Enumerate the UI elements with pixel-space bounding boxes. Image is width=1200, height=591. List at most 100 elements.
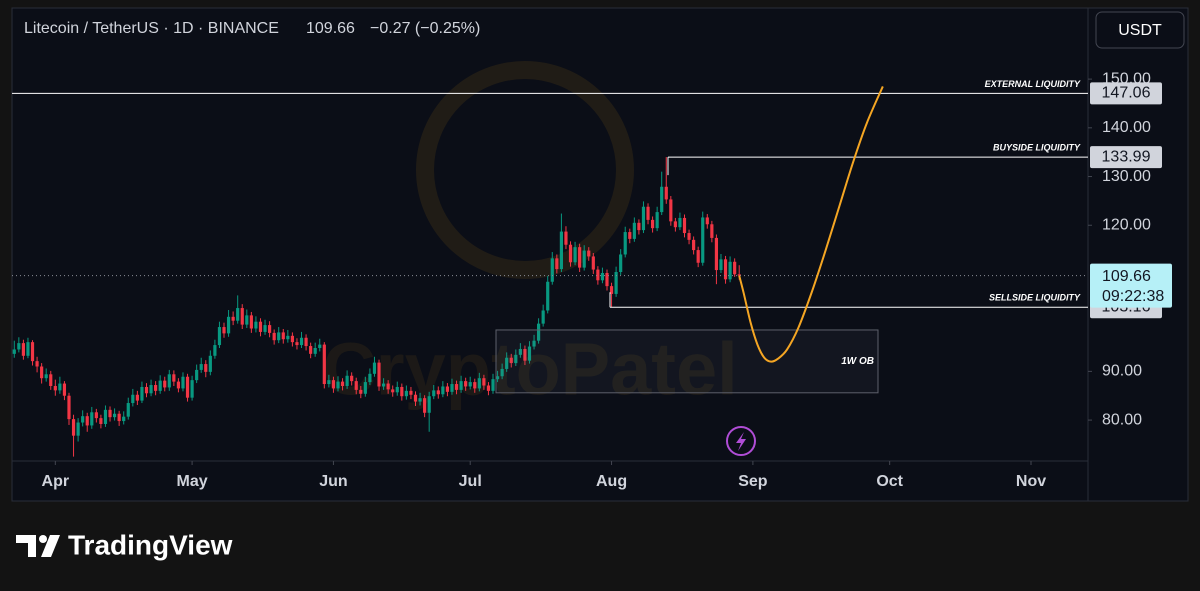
level-label: BUYSIDE LIQUIDITY [993, 142, 1081, 152]
candle-body [413, 394, 418, 402]
order-block [495, 329, 879, 394]
candle-body [482, 378, 486, 386]
candle-body [167, 374, 171, 388]
price-label: 147.06 [1102, 85, 1151, 102]
candle-body [272, 332, 276, 341]
candle-body [687, 233, 691, 240]
candle-body [509, 357, 513, 364]
candle-body [450, 384, 454, 392]
candle-body [664, 186, 668, 200]
candle-body [359, 389, 363, 394]
candle-body [555, 258, 559, 270]
candle-body [85, 416, 89, 426]
candle-body [728, 261, 732, 280]
candle-body [596, 269, 600, 281]
candle-body [523, 348, 527, 361]
current-price-box [1090, 263, 1172, 308]
watermark: CryptoPatel [322, 328, 737, 411]
candle-body [158, 380, 162, 391]
y-tick-label: 120.00 [1102, 216, 1151, 233]
candle-body [258, 321, 263, 332]
watermark-logo [416, 61, 634, 279]
event-icon[interactable] [726, 426, 756, 456]
candle-body [21, 343, 25, 356]
candle-body [112, 413, 117, 418]
candle-body [445, 386, 450, 392]
candle-body [568, 244, 573, 263]
candle-body [386, 383, 390, 390]
candle-body [204, 364, 208, 372]
candle-body [363, 382, 367, 394]
y-tick-label: 130.00 [1102, 168, 1151, 185]
logo-mark [16, 535, 36, 557]
x-tick-label: Oct [876, 473, 903, 490]
candle-body [491, 379, 495, 391]
candle-body [705, 217, 709, 225]
candle-body [655, 212, 659, 229]
candle-body [354, 381, 358, 390]
brand-name: TradingView [68, 529, 233, 560]
candle-body [628, 232, 632, 239]
candle-body [295, 342, 299, 346]
candle-body [404, 390, 408, 397]
candle-body [441, 386, 445, 395]
candle-body [263, 325, 267, 332]
candle-body [468, 382, 472, 387]
y-tick-label: 140.00 [1102, 119, 1151, 136]
candle-body [231, 316, 235, 321]
x-tick-label: Jul [459, 473, 482, 490]
candle-body [600, 272, 605, 281]
candle-body [473, 382, 477, 389]
candle-body [58, 383, 62, 391]
candle-body [541, 310, 545, 324]
candle-body [340, 381, 345, 386]
candle-body [281, 332, 285, 340]
candle-body [26, 342, 30, 356]
candle-body [195, 369, 199, 381]
candle-body [131, 394, 135, 404]
candle-body [149, 385, 153, 394]
candle-body [719, 259, 723, 271]
candle-body [277, 332, 281, 341]
candle-body [532, 340, 536, 347]
candle-body [673, 221, 677, 228]
price-change: −0.27 (−0.25%) [370, 20, 480, 37]
candle-body [331, 380, 336, 389]
candle-body [486, 385, 491, 391]
candle-body [423, 398, 427, 413]
event-icon-bolt [736, 432, 746, 451]
candle-body [313, 347, 317, 354]
candle-body [368, 373, 372, 383]
candle-body [208, 355, 212, 372]
candle-body [500, 368, 504, 377]
candle-body [372, 362, 377, 374]
candle-body [550, 258, 554, 282]
candle-body [418, 398, 422, 402]
candle-body [44, 374, 48, 379]
candle-body [454, 384, 459, 390]
price-label: 133.99 [1102, 148, 1151, 165]
candle-body [605, 272, 609, 287]
candle-body [737, 274, 741, 276]
candle-body [623, 232, 627, 255]
candle-body [514, 354, 518, 364]
candle-body [614, 272, 618, 294]
candle-body [495, 376, 500, 380]
candle-body [254, 321, 258, 329]
candle-body [564, 231, 568, 245]
candle-body [226, 316, 231, 334]
candle-body [692, 239, 696, 251]
candle-body [40, 366, 44, 379]
candle-body [236, 308, 240, 321]
candle-body [30, 342, 35, 362]
currency-label[interactable]: USDT [1118, 22, 1162, 39]
x-tick-label: May [177, 473, 208, 490]
currency-button[interactable] [1095, 11, 1185, 49]
candle-body [140, 386, 144, 401]
y-tick-label: 90.00 [1102, 363, 1142, 380]
candle-body [578, 247, 582, 268]
candle-body [290, 335, 294, 343]
candle-body [537, 323, 541, 341]
candle-body [172, 374, 176, 382]
